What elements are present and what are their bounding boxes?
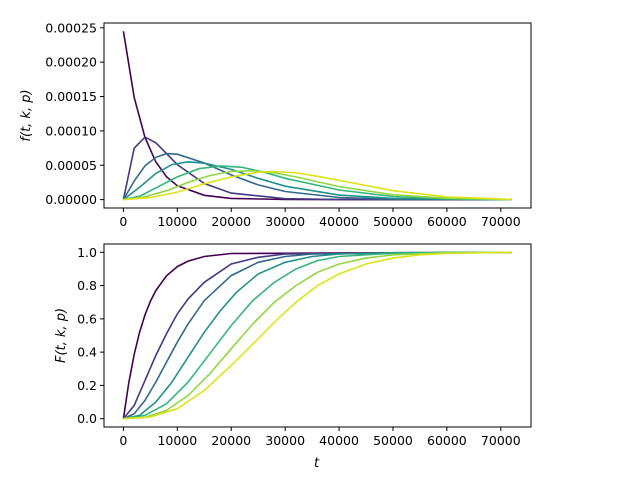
x-tick-label: 30000 [265, 433, 305, 448]
y-tick-label: 0.00005 [45, 158, 97, 173]
y-tick-label: 0.4 [77, 345, 97, 360]
series-line-5 [123, 165, 512, 201]
x-tick-label: 50000 [373, 214, 413, 229]
series-line-7 [123, 251, 512, 420]
x-tick-label: 50000 [373, 433, 413, 448]
axes-frame [103, 243, 532, 428]
series-line-3 [123, 251, 512, 420]
series-line-1 [122, 31, 512, 201]
series-line-5 [123, 251, 512, 420]
series-line-4 [123, 251, 512, 420]
x-tick-label: 60000 [427, 433, 467, 448]
y-tick-label: 0.00000 [45, 192, 97, 207]
x-axis-label: t [314, 456, 320, 471]
x-tick-label: 40000 [319, 433, 359, 448]
y-tick-label: 0.2 [77, 378, 97, 393]
series-line-2 [122, 251, 512, 420]
y-tick-label: 0.00015 [45, 89, 97, 104]
series-line-1 [122, 251, 512, 419]
y-tick-label: 0.00025 [45, 20, 97, 35]
y-axis-label: f(t, k, p) [19, 89, 34, 141]
y-tick-label: 0.6 [77, 311, 97, 326]
x-tick-label: 0 [119, 214, 127, 229]
series-line-2 [122, 136, 512, 201]
density-panel: 0 10000 20000 30000 40000 50000 60000 70000 0.00… [19, 20, 532, 229]
series-line-6 [123, 169, 512, 201]
x-tick-label: 20000 [211, 214, 251, 229]
x-tick-label: 10000 [157, 214, 197, 229]
x-tick-label: 20000 [211, 433, 251, 448]
y-tick-label: 1.0 [77, 245, 97, 260]
y-tick-label: 0.0 [77, 411, 97, 426]
y-tick-label: 0.00010 [45, 123, 97, 138]
series-line-6 [123, 251, 512, 420]
x-tick-label: 70000 [481, 214, 521, 229]
y-tick-label: 0.00020 [45, 55, 97, 70]
x-tick-label: 10000 [157, 433, 197, 448]
x-tick-label: 40000 [319, 214, 359, 229]
x-tick-label: 60000 [427, 214, 467, 229]
series-line-7 [123, 170, 512, 201]
cumulative-panel: 0 10000 20000 30000 40000 50000 60000 70000 0.0 0… [54, 243, 532, 471]
axes-frame [103, 22, 532, 209]
y-tick-label: 0.8 [77, 278, 97, 293]
x-tick-label: 30000 [265, 214, 305, 229]
x-tick-label: 0 [119, 433, 127, 448]
x-tick-label: 70000 [481, 433, 521, 448]
y-axis-label: F(t, k, p) [54, 308, 69, 363]
